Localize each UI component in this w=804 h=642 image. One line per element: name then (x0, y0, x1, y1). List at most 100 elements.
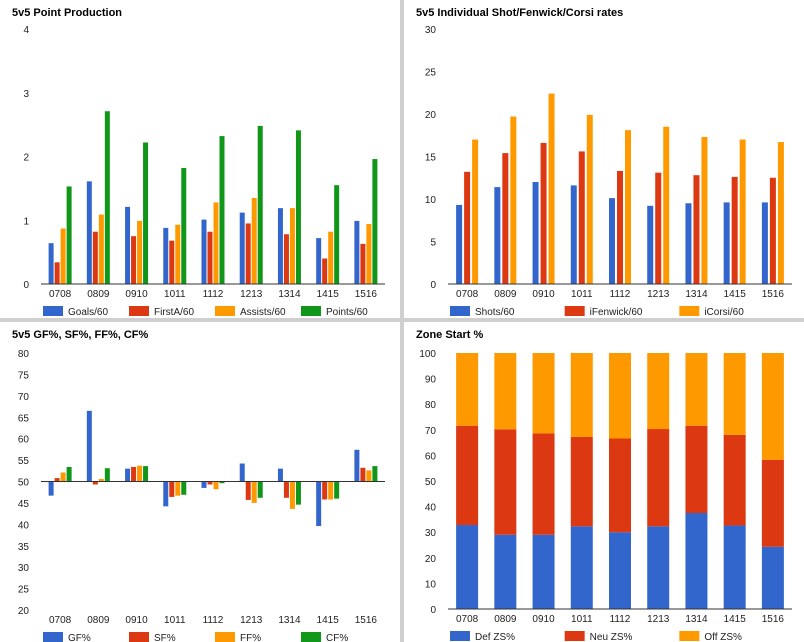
legend-item-firsta-60: FirstA/60 (129, 306, 194, 318)
bar-def-zs-1011 (570, 526, 593, 609)
bar-ifenwick-60-1314 (693, 175, 700, 284)
bar-ifenwick-60-0809 (502, 153, 509, 284)
legend-swatch (564, 306, 585, 316)
bar-gf-0809 (86, 410, 92, 482)
x-tick-label: 1112 (203, 289, 224, 300)
y-tick-label: 10 (425, 195, 437, 206)
bar-off-zs-1516 (761, 353, 784, 460)
bar-assists-60-0809 (98, 214, 104, 284)
x-tick-label: 0809 (494, 614, 517, 625)
bar-off-zs-0708 (456, 353, 479, 426)
x-tick-label: 1011 (164, 289, 186, 300)
bar-neu-zs-1314 (685, 425, 708, 513)
y-tick-label: 40 (18, 520, 30, 531)
y-tick-label: 75 (18, 370, 30, 381)
bar-off-zs-1415 (723, 353, 746, 435)
bar-shots-60-1112 (609, 198, 615, 284)
legend-item-ff: FF% (215, 632, 261, 642)
bar-sf-0910 (131, 466, 137, 482)
bar-def-zs-1112 (609, 532, 631, 609)
bar-goals-60-0910 (125, 206, 131, 284)
bar-points-60-1011 (181, 167, 187, 284)
bar-cf-1213 (257, 481, 263, 498)
bar-gf-0910 (125, 468, 131, 482)
chart-title: 5v5 Point Production (12, 7, 122, 19)
bar-firsta-60-1516 (360, 243, 366, 284)
panel-point-production: 5v5 Point Production 0 1 2 3 4 0708 0809 0910 101… (0, 0, 400, 318)
bar-sf-0708 (54, 478, 60, 482)
bar-shots-60-0910 (532, 182, 539, 284)
y-tick-label: 0 (23, 280, 29, 291)
bar-sf-1112 (207, 481, 213, 485)
x-tick-label: 1112 (610, 614, 631, 625)
bar-cf-0910 (143, 466, 149, 482)
legend-swatch (679, 306, 700, 316)
legend-item-sf: SF% (129, 632, 176, 642)
y-tick-label: 0 (430, 605, 436, 616)
bar-ff-0809 (98, 478, 104, 482)
bar-goals-60-1516 (354, 220, 360, 284)
bar-icorsi-60-0809 (510, 116, 517, 284)
legend-item-shots-60: Shots/60 (450, 306, 515, 318)
bar-points-60-1516 (372, 159, 378, 284)
bar-assists-60-1213 (251, 197, 257, 284)
y-tick-label: 20 (18, 606, 30, 617)
y-tick-label: 1 (23, 216, 29, 227)
x-tick-label: 1213 (240, 615, 263, 626)
legend-swatch (129, 632, 149, 642)
x-tick-label: 0809 (494, 289, 517, 300)
y-tick-label: 2 (23, 153, 29, 164)
bar-points-60-0809 (104, 111, 110, 284)
x-tick-label: 1314 (685, 289, 708, 300)
bar-icorsi-60-1314 (701, 136, 708, 284)
bar-goals-60-0809 (86, 181, 92, 284)
x-tick-label: 1213 (647, 289, 670, 300)
bar-icorsi-60-1112 (625, 130, 631, 284)
bar-assists-60-0910 (137, 220, 143, 284)
legend-label: Points/60 (326, 307, 368, 318)
legend-swatch (43, 306, 63, 316)
x-tick-label: 1213 (647, 614, 670, 625)
y-tick-label: 60 (425, 451, 437, 462)
bar-off-zs-0809 (494, 353, 517, 430)
bar-points-60-0708 (66, 186, 72, 284)
y-tick-label: 20 (425, 554, 437, 565)
legend-label: GF% (68, 633, 91, 642)
bar-ifenwick-60-1516 (769, 177, 776, 284)
bar-sf-1415 (322, 481, 328, 500)
chart-title: 5v5 GF%, SF%, FF%, CF% (12, 329, 149, 341)
bar-shots-60-1011 (570, 185, 577, 284)
bar-ifenwick-60-1112 (617, 170, 623, 284)
legend-label: iCorsi/60 (704, 307, 744, 318)
bar-ifenwick-60-1011 (578, 151, 585, 284)
bar-goals-60-1112 (201, 219, 207, 284)
y-tick-label: 60 (18, 435, 30, 446)
bar-sf-1314 (283, 481, 289, 498)
x-tick-label: 1516 (762, 289, 785, 300)
x-tick-label: 0910 (125, 289, 148, 300)
bar-firsta-60-1011 (169, 240, 175, 284)
bar-points-60-1112 (219, 136, 225, 284)
x-tick-label: 0910 (532, 614, 555, 625)
y-tick-label: 10 (425, 579, 437, 590)
bar-firsta-60-1415 (322, 258, 328, 284)
y-tick-label: 0 (430, 280, 436, 291)
y-tick-label: 70 (18, 392, 30, 403)
legend-label: CF% (326, 633, 348, 642)
bar-off-zs-1314 (685, 353, 708, 426)
x-tick-label: 1011 (571, 289, 593, 300)
y-tick-label: 45 (18, 499, 30, 510)
bar-ff-1415 (328, 481, 334, 500)
bar-goals-60-1314 (277, 208, 283, 284)
legend-label: Goals/60 (68, 307, 108, 318)
chart-shot-rates: 5v5 Individual Shot/Fenwick/Corsi rates 0… (416, 7, 792, 318)
legend-item-goals-60: Goals/60 (43, 306, 108, 318)
x-tick-label: 1415 (724, 614, 747, 625)
bar-off-zs-0910 (532, 353, 555, 434)
bar-neu-zs-1415 (723, 434, 746, 526)
x-tick-label: 0910 (532, 289, 555, 300)
panel-shot-rates: 5v5 Individual Shot/Fenwick/Corsi rates 0… (404, 0, 804, 318)
bar-cf-1516 (372, 466, 378, 482)
bar-shots-60-1415 (723, 202, 730, 284)
legend-label: Off ZS% (704, 632, 742, 642)
